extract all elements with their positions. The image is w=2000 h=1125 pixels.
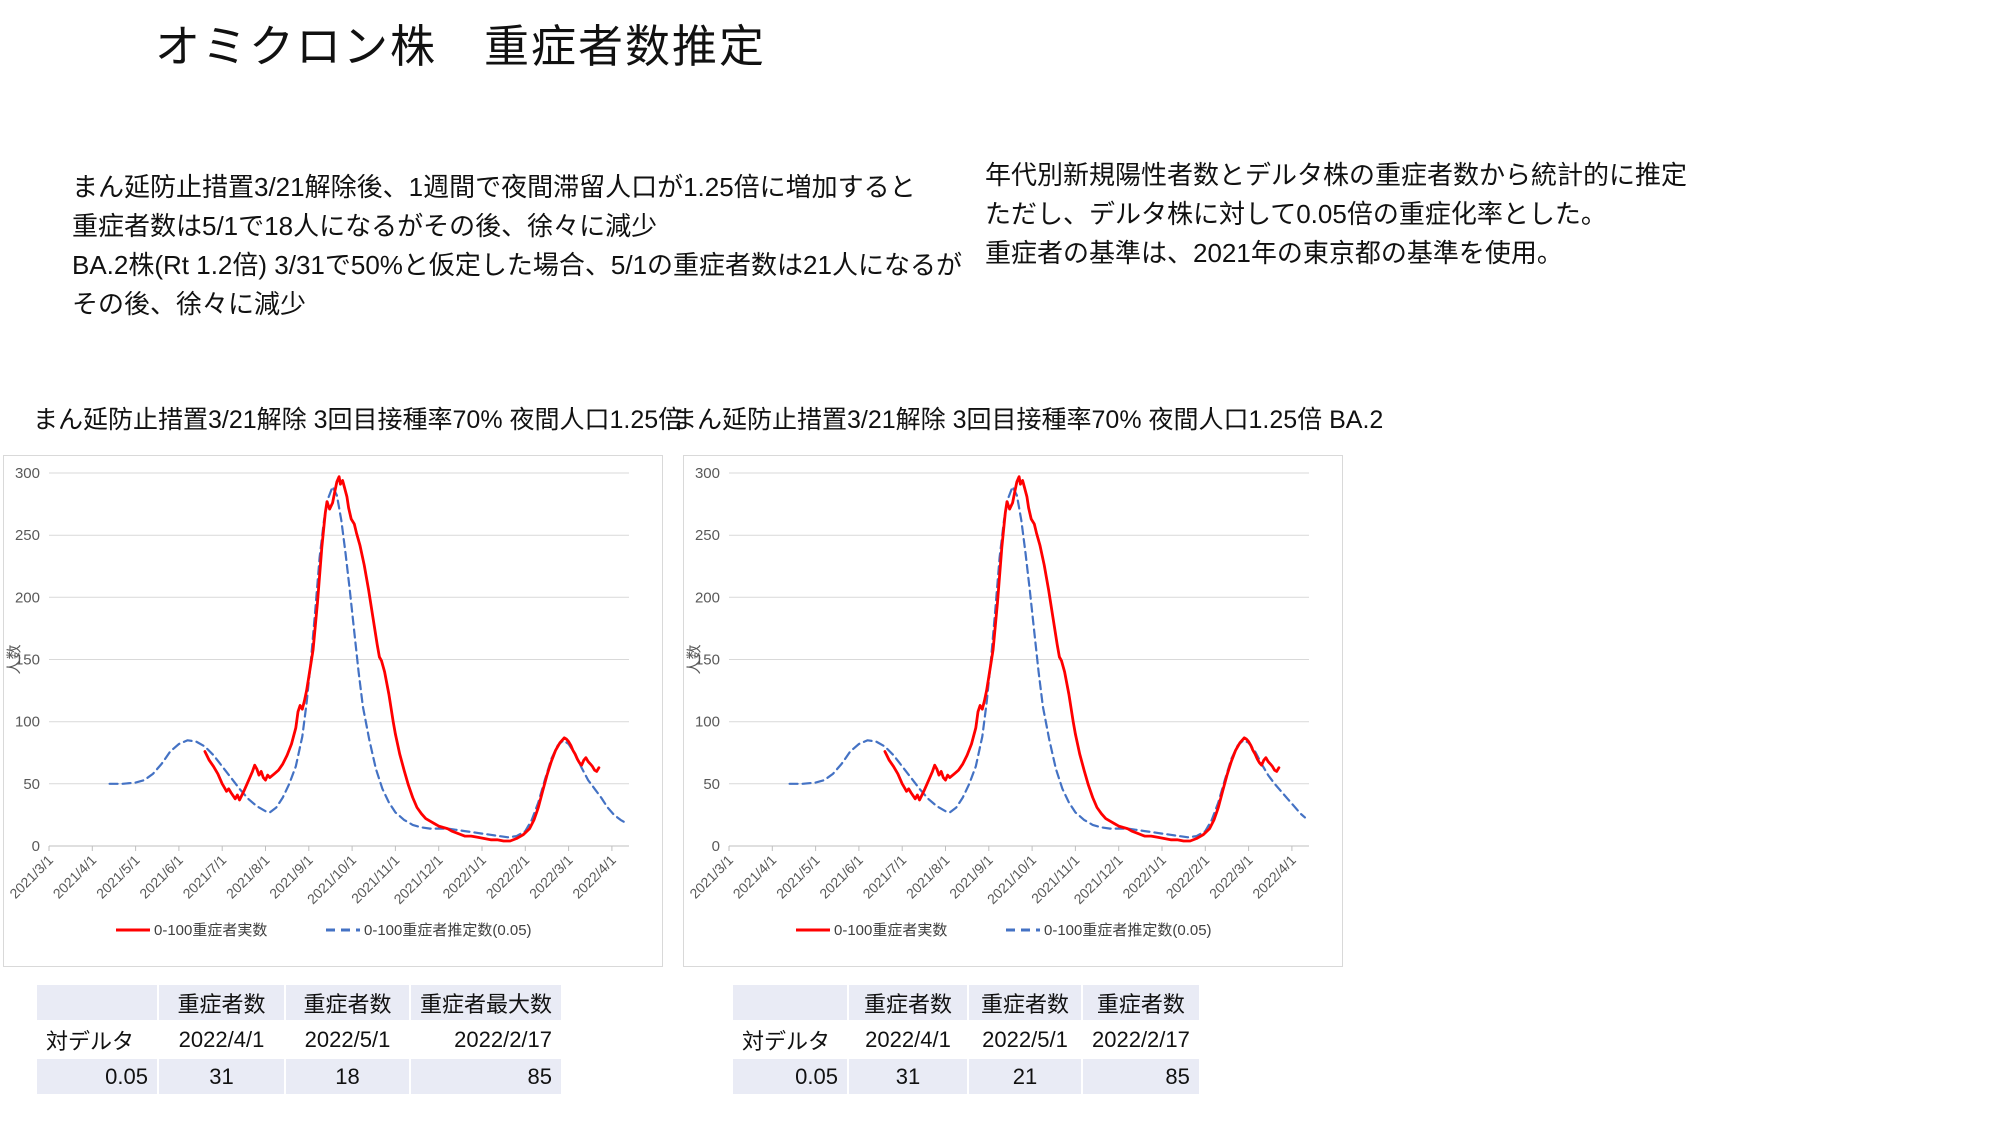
table-cell: 2022/2/17 (410, 1021, 563, 1058)
chart-right: 0 50 100 150 200 250 300 2021/3/1 2021/4/1 2021/5… (683, 455, 1343, 967)
table-cell: 2022/5/1 (968, 1021, 1082, 1058)
table-header-cell: 重症者数 (1082, 984, 1200, 1021)
chart-left: 0 50 100 150 200 250 300 2021/3/1 2021/4/1 2021/5… (3, 455, 663, 967)
x-tick-label: 2021/3/1 (6, 852, 56, 902)
x-tick-label: 2021/6/1 (816, 852, 866, 902)
series-dashed (788, 485, 1307, 839)
x-tick-label: 2022/4/1 (569, 852, 619, 902)
legend-label-actual: 0-100重症者実数 (834, 922, 947, 939)
note-line: 重症者の基準は、2021年の東京都の基準を使用。 (985, 238, 1563, 268)
legend-label-estimate: 0-100重症者推定数(0.05) (1044, 922, 1212, 939)
table-header-cell: 重症者数 (968, 984, 1082, 1021)
table-cell: 0.05 (732, 1058, 848, 1095)
series-dashed (108, 485, 627, 839)
table-cell: 31 (848, 1058, 968, 1095)
y-tick-label: 50 (23, 776, 40, 793)
line-chart-left: 0 50 100 150 200 250 300 2021/3/12021/4/12021/5… (6, 465, 629, 939)
x-tick-label: 2022/1/1 (1119, 852, 1169, 902)
table-row: 対デルタ 2022/4/1 2022/5/1 2022/2/17 (732, 1021, 1200, 1058)
series-solid (203, 475, 601, 843)
chart-title-right: まん延防止措置3/21解除 3回目接種率70% 夜間人口1.25倍 BA.2 (672, 406, 1384, 434)
table-header-cell (732, 984, 848, 1021)
table-header-row: 重症者数 重症者数 重症者最大数 (36, 984, 563, 1021)
y-tick-label: 0 (32, 838, 40, 855)
table-row: 対デルタ 2022/4/1 2022/5/1 2022/2/17 (36, 1021, 563, 1058)
y-tick-label: 200 (15, 589, 40, 606)
table-header-cell: 重症者数 (285, 984, 410, 1021)
line-chart-right: 0 50 100 150 200 250 300 2021/3/12021/4/12021/5… (686, 465, 1309, 939)
x-tick-label: 2021/5/1 (773, 852, 823, 902)
table-header-cell: 重症者最大数 (410, 984, 563, 1021)
note-line: その後、徐々に減少 (72, 289, 307, 319)
note-line: まん延防止措置3/21解除後、1週間で夜間滞留人口が1.25倍に増加すると (72, 172, 916, 202)
legend-label-estimate: 0-100重症者推定数(0.05) (364, 922, 532, 939)
y-tick-label: 150 (695, 652, 720, 669)
x-tick-label: 2021/8/1 (903, 852, 953, 902)
table-left: 重症者数 重症者数 重症者最大数 対デルタ 2022/4/1 2022/5/1 2022/2… (36, 984, 563, 1095)
table-header-cell: 重症者数 (158, 984, 285, 1021)
note-left: まん延防止措置3/21解除後、1週間で夜間滞留人口が1.25倍に増加すると 重症… (72, 168, 962, 324)
table-cell: 2022/2/17 (1082, 1021, 1200, 1058)
y-tick-label: 100 (15, 714, 40, 731)
page-title: オミクロン株 重症者数推定 (155, 21, 767, 72)
note-line: ただし、デルタ株に対して0.05倍の重症化率とした。 (985, 199, 1607, 229)
y-tick-label: 100 (695, 714, 720, 731)
table-row: 0.05 31 18 85 (36, 1058, 563, 1095)
y-tick-label: 50 (703, 776, 720, 793)
table-cell: 31 (158, 1058, 285, 1095)
x-tick-label: 2021/3/1 (686, 852, 736, 902)
chart-title-left: まん延防止措置3/21解除 3回目接種率70% 夜間人口1.25倍 (33, 406, 684, 434)
table-cell: 0.05 (36, 1058, 158, 1095)
x-tick-label: 2021/7/1 (859, 852, 909, 902)
x-tick-label: 2022/4/1 (1249, 852, 1299, 902)
table-cell: 対デルタ (732, 1021, 848, 1058)
table-cell: 21 (968, 1058, 1082, 1095)
y-axis-title: 人数 (6, 644, 23, 674)
y-tick-label: 200 (695, 589, 720, 606)
x-tick-label: 2021/4/1 (730, 852, 780, 902)
x-tick-label: 2022/3/1 (526, 852, 576, 902)
note-right: 年代別新規陽性者数とデルタ株の重症者数から統計的に推定 ただし、デルタ株に対して… (985, 156, 1687, 273)
table-cell: 85 (410, 1058, 563, 1095)
table-header-cell (36, 984, 158, 1021)
y-tick-label: 300 (695, 465, 720, 482)
series-solid (883, 475, 1281, 843)
x-tick-label: 2022/2/1 (1163, 852, 1213, 902)
table-right: 重症者数 重症者数 重症者数 対デルタ 2022/4/1 2022/5/1 2022/2/1… (732, 984, 1200, 1095)
y-tick-label: 0 (712, 838, 720, 855)
x-tick-label: 2021/4/1 (50, 852, 100, 902)
legend-label-actual: 0-100重症者実数 (154, 922, 267, 939)
table-cell: 2022/5/1 (285, 1021, 410, 1058)
note-line: 重症者数は5/1で18人になるがその後、徐々に減少 (72, 211, 658, 241)
table-header-cell: 重症者数 (848, 984, 968, 1021)
y-axis-title: 人数 (686, 644, 703, 674)
table-cell: 2022/4/1 (848, 1021, 968, 1058)
x-tick-label: 2022/2/1 (483, 852, 533, 902)
x-tick-label: 2021/6/1 (136, 852, 186, 902)
y-tick-label: 250 (695, 527, 720, 544)
table-cell: 2022/4/1 (158, 1021, 285, 1058)
table-cell: 18 (285, 1058, 410, 1095)
note-line: 年代別新規陽性者数とデルタ株の重症者数から統計的に推定 (985, 160, 1688, 190)
x-tick-label: 2021/5/1 (93, 852, 143, 902)
x-tick-label: 2021/8/1 (223, 852, 273, 902)
y-tick-label: 150 (15, 652, 40, 669)
x-tick-label: 2021/7/1 (179, 852, 229, 902)
y-tick-label: 300 (15, 465, 40, 482)
table-header-row: 重症者数 重症者数 重症者数 (732, 984, 1200, 1021)
x-tick-label: 2022/1/1 (439, 852, 489, 902)
table-row: 0.05 31 21 85 (732, 1058, 1200, 1095)
note-line: BA.2株(Rt 1.2倍) 3/31で50%と仮定した場合、5/1の重症者数は… (72, 250, 962, 280)
x-tick-label: 2022/3/1 (1206, 852, 1256, 902)
y-tick-label: 250 (15, 527, 40, 544)
table-cell: 対デルタ (36, 1021, 158, 1058)
table-cell: 85 (1082, 1058, 1200, 1095)
